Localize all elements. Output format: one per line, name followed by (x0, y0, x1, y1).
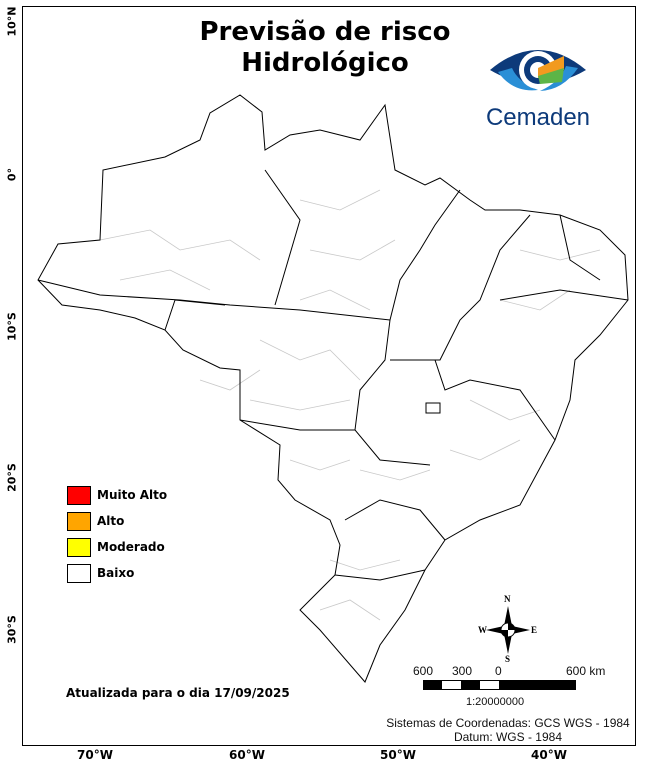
scale-label: 600 km (566, 664, 606, 678)
legend-item-alto: Alto (67, 511, 124, 531)
scale-ratio: 1:20000000 (466, 696, 525, 708)
eye-logo-icon (490, 50, 586, 91)
legend-item-baixo: Baixo (67, 563, 134, 583)
lon-label: 50°W (380, 748, 416, 762)
logo-text: Cemaden (485, 104, 591, 131)
legend-label: Baixo (97, 566, 135, 580)
cemaden-logo: Cemaden (478, 38, 598, 131)
lat-label: 10°N (5, 6, 19, 37)
legend-swatch (67, 485, 91, 505)
scale-bar-graphic (423, 680, 576, 690)
legend-swatch (67, 511, 91, 531)
scale-label: 0 (495, 664, 502, 678)
scale-label: 600 (413, 664, 434, 678)
legend-item-muito-alto: Muito Alto (67, 485, 167, 505)
map-title-line1: Previsão de risco (199, 17, 451, 47)
lat-label: 0° (5, 167, 19, 182)
legend-swatch (67, 563, 91, 583)
compass-rose-icon (486, 606, 530, 654)
state-boundaries (37, 94, 629, 683)
legend-item-moderado: Moderado (67, 537, 165, 557)
compass-e: E (531, 625, 538, 635)
datum-text: Datum: WGS - 1984 (453, 730, 563, 744)
lon-label: 70°W (77, 748, 113, 762)
scale-label: 300 (452, 664, 473, 678)
map-frame (22, 6, 636, 746)
legend-label: Muito Alto (97, 488, 168, 502)
crs-text: Sistemas de Coordenadas: GCS WGS - 1984 (386, 716, 630, 730)
lon-label: 60°W (229, 748, 265, 762)
legend-label: Alto (97, 514, 125, 528)
compass-w: W (478, 625, 487, 635)
compass-s: S (505, 654, 511, 664)
updated-date-text: Atualizada para o dia 17/09/2025 (66, 686, 290, 700)
north-arrow-compass: N S W E (478, 594, 538, 664)
legend-swatch (67, 537, 91, 557)
legend-label: Moderado (97, 540, 165, 554)
map-title-line2: Hidrológico (241, 48, 409, 78)
municipal-boundaries (99, 189, 601, 621)
lon-label: 40°W (531, 748, 567, 762)
lat-label: 20°S (5, 463, 19, 492)
lat-label: 10°S (5, 312, 19, 341)
compass-n: N (504, 594, 511, 604)
lat-label: 30°S (5, 615, 19, 644)
